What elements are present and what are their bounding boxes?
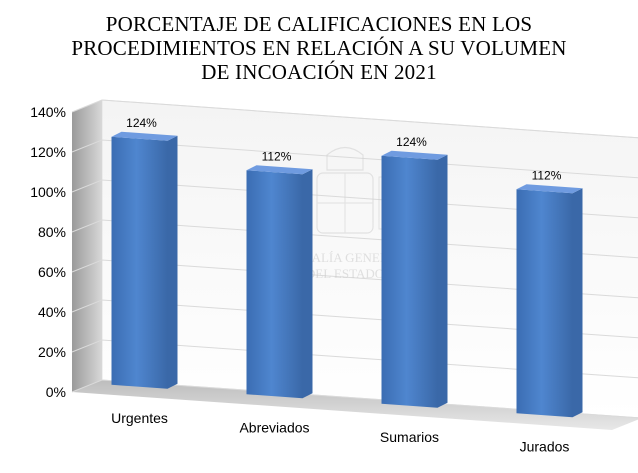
watermark-line-2: DEL ESTADO	[306, 266, 384, 281]
y-tick-label: 140%	[30, 104, 66, 120]
bar-side	[572, 188, 583, 418]
data-label: 112%	[532, 168, 562, 182]
category-label: Abreviados	[239, 419, 309, 435]
bar-top	[381, 150, 448, 160]
y-tick-label: 100%	[30, 184, 66, 200]
category-label: Jurados	[520, 438, 570, 454]
bar-urgentes	[111, 131, 178, 389]
bar-sumarios	[381, 150, 448, 408]
bar-abreviados	[246, 165, 313, 399]
data-label: 124%	[126, 116, 157, 130]
gridline	[71, 219, 638, 259]
category-label: Urgentes	[111, 410, 168, 426]
floor	[72, 380, 638, 430]
y-tick-label: 0%	[46, 384, 66, 400]
category-label: Sumarios	[380, 429, 439, 445]
y-tick-label: 120%	[30, 144, 66, 160]
chart-walls	[72, 99, 638, 430]
bar-top	[516, 184, 583, 194]
bar-jurados	[516, 184, 583, 418]
y-axis-ticks: 0% 20% 40% 60% 80% 100% 120% 140%	[30, 104, 66, 400]
bar-side	[437, 154, 448, 408]
side-wall	[72, 100, 102, 392]
bars: 124% 112% 124% 112%	[111, 116, 583, 418]
bar-front	[516, 189, 573, 418]
y-tick-label: 80%	[38, 224, 66, 240]
chart-title-line-1: PORCENTAJE DE CALIFICACIONES EN LOS	[105, 12, 533, 36]
gridline	[71, 259, 638, 299]
gridline	[71, 179, 638, 219]
gridlines	[71, 99, 638, 419]
chart-title-line-2: PROCEDIMIENTOS EN RELACIÓN A SU VOLUMEN	[71, 36, 567, 60]
bar-side	[167, 135, 178, 389]
y-tick-label: 40%	[38, 304, 66, 320]
bar-side	[302, 169, 313, 399]
chart-title: PORCENTAJE DE CALIFICACIONES EN LOS PROC…	[0, 12, 638, 84]
gridline	[71, 379, 638, 419]
bar-front	[111, 136, 168, 389]
y-tick-label: 20%	[38, 344, 66, 360]
bar-top	[111, 131, 178, 141]
watermark-line-1: FISCALÍA GENERAL	[284, 250, 406, 265]
bar-top	[246, 165, 313, 175]
gridline	[71, 339, 638, 379]
data-label: 112%	[262, 149, 292, 163]
chart-title-line-3: DE INCOACIÓN EN 2021	[201, 60, 437, 84]
gridline	[71, 99, 638, 139]
gridline	[71, 139, 638, 179]
gridline	[71, 299, 638, 339]
y-tick-label: 60%	[38, 264, 66, 280]
x-axis-labels: Urgentes Abreviados Sumarios Jurados	[111, 410, 569, 455]
bar-front	[381, 155, 438, 408]
data-label: 124%	[396, 135, 427, 149]
bar-front	[246, 170, 303, 399]
